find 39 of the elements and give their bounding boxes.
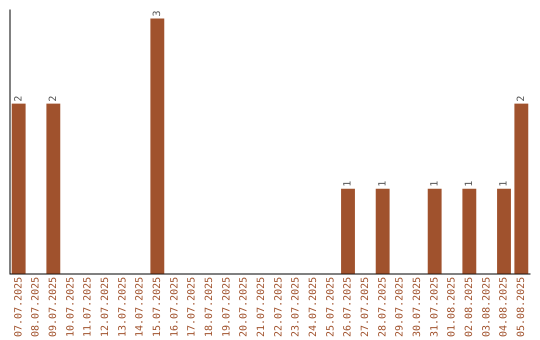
data-label: 1 <box>498 180 510 187</box>
x-tick-label: 09.07.2025 <box>48 276 59 338</box>
x-tick-label: 18.07.2025 <box>204 276 215 338</box>
data-label: 3 <box>152 10 163 17</box>
x-tick-label: 29.07.2025 <box>394 276 406 338</box>
x-tick-label: 04.08.2025 <box>498 276 510 338</box>
x-tick-label: 17.07.2025 <box>186 276 198 338</box>
x-tick-label: 24.07.2025 <box>308 276 319 338</box>
x-tick-label: 19.07.2025 <box>221 276 232 338</box>
x-tick-label: 16.07.2025 <box>169 276 180 338</box>
data-label: 2 <box>516 96 527 102</box>
x-tick-label: 10.07.2025 <box>65 276 76 338</box>
x-tick-label: 01.08.2025 <box>446 276 458 338</box>
x-tick-label: 05.08.2025 <box>516 276 527 338</box>
x-tick-label: 28.07.2025 <box>377 276 388 338</box>
x-tick-label: 30.07.2025 <box>412 276 423 338</box>
data-label: 1 <box>429 180 440 187</box>
x-tick-label: 23.07.2025 <box>290 276 302 338</box>
data-label: 1 <box>377 180 388 187</box>
data-label: 2 <box>13 96 24 102</box>
x-tick-label: 08.07.2025 <box>30 276 42 338</box>
x-tick-label: 02.08.2025 <box>464 276 475 338</box>
x-tick-label: 14.07.2025 <box>134 276 146 338</box>
x-tick-label: 03.08.2025 <box>481 276 492 338</box>
x-tick-label: 22.07.2025 <box>273 276 284 338</box>
data-label: 1 <box>464 180 475 187</box>
x-tick-label: 26.07.2025 <box>342 276 354 338</box>
x-tick-label: 25.07.2025 <box>325 276 336 338</box>
x-tick-label: 27.07.2025 <box>360 276 371 338</box>
x-tick-label: 15.07.2025 <box>152 276 163 338</box>
data-label: 1 <box>342 180 354 187</box>
x-tick-label: 12.07.2025 <box>100 276 111 338</box>
x-tick-label: 21.07.2025 <box>256 276 267 338</box>
x-tick-label: 11.07.2025 <box>82 276 94 338</box>
x-tick-label: 20.07.2025 <box>238 276 250 338</box>
x-tick-label: 31.07.2025 <box>429 276 440 338</box>
data-label: 2 <box>48 96 59 102</box>
x-tick-label: 07.07.2025 <box>13 276 24 338</box>
x-tick-label: 13.07.2025 <box>117 276 128 338</box>
